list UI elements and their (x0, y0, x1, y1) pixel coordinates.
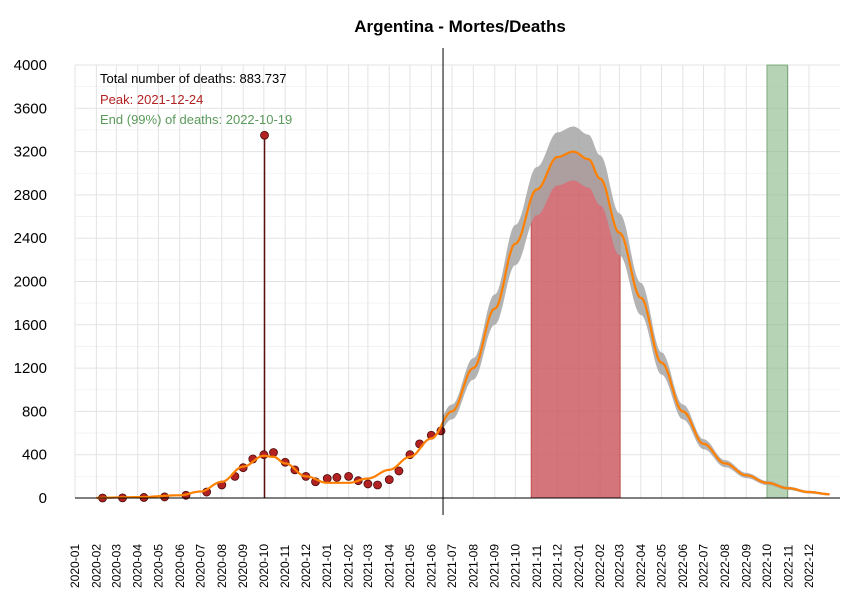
x-tick-label: 2022-04 (634, 544, 648, 588)
y-tick-label: 2000 (14, 274, 47, 291)
x-tick-label: 2020-11 (278, 545, 292, 588)
x-tick-label: 2022-11 (781, 545, 795, 588)
x-tick-label: 2021-06 (424, 544, 438, 588)
y-tick-label: 1600 (14, 317, 47, 334)
chart-title: Argentina - Mortes/Deaths (354, 17, 566, 36)
x-tick-label: 2020-04 (131, 544, 145, 588)
fitted-curve-line (96, 150, 830, 499)
annotation-end: End (99%) of deaths: 2022-10-19 (100, 112, 292, 127)
x-tick-label: 2020-03 (109, 544, 123, 588)
annotation-peak: Peak: 2021-12-24 (100, 92, 203, 107)
data-point (363, 479, 373, 489)
x-tick-label: 2021-07 (445, 544, 459, 588)
y-tick-labels: 0 400 800 1200 1600 2000 2400 2800 3200 3600 4000 (14, 57, 47, 507)
y-tick-label: 1200 (14, 360, 47, 377)
x-tick-label: 2020-06 (173, 544, 187, 588)
x-tick-label: 2021-04 (382, 544, 396, 588)
y-tick-label: 2800 (14, 187, 47, 204)
x-tick-labels: 2020-01 2020-02 2020-03 2020-04 2020-05 2020-… (68, 544, 816, 588)
x-tick-label: 2020-02 (89, 544, 103, 588)
x-tick-label: 2022-08 (718, 544, 732, 588)
x-tick-label: 2021-11 (530, 545, 544, 588)
data-point (373, 480, 382, 490)
bands (530, 64, 789, 499)
end-band (766, 64, 789, 499)
x-tick-label: 2021-05 (403, 544, 417, 588)
x-tick-label: 2022-12 (802, 544, 816, 588)
y-tick-label: 2400 (14, 230, 47, 247)
x-tick-label: 2021-03 (361, 544, 375, 588)
data-point (394, 466, 404, 476)
grid (74, 64, 840, 499)
x-tick-label: 2022-07 (697, 544, 711, 588)
y-tick-label: 3200 (14, 144, 47, 161)
y-tick-label: 400 (22, 447, 47, 464)
x-tick-label: 2021-09 (488, 544, 502, 588)
x-tick-label: 2021-08 (466, 544, 480, 588)
data-point (322, 474, 332, 483)
axes (75, 48, 840, 515)
x-tick-label: 2022-03 (612, 544, 626, 588)
x-tick-label: 2020-01 (68, 544, 82, 588)
data-point (269, 448, 278, 457)
x-tick-label: 2021-01 (320, 544, 334, 588)
x-tick-label: 2022-06 (676, 544, 690, 588)
annotation-total: Total number of deaths: 883.737 (100, 71, 286, 86)
x-tick-label: 2022-10 (760, 544, 774, 588)
observed-points (98, 130, 446, 503)
x-tick-label: 2020-07 (193, 544, 207, 588)
x-tick-label: 2021-02 (342, 544, 356, 588)
y-tick-label: 4000 (14, 57, 47, 74)
data-point (260, 130, 269, 140)
data-point (384, 475, 394, 484)
x-tick-label: 2022-01 (572, 544, 586, 588)
y-tick-label: 0 (39, 490, 47, 507)
x-tick-label: 2020-10 (257, 544, 271, 588)
x-tick-label: 2020-09 (236, 544, 250, 588)
x-tick-label: 2020-05 (151, 544, 165, 588)
data-point (344, 471, 354, 481)
x-tick-label: 2022-02 (593, 544, 607, 588)
x-tick-label: 2021-12 (550, 544, 564, 588)
x-tick-label: 2020-12 (299, 544, 313, 588)
x-tick-label: 2020-08 (215, 544, 229, 588)
x-tick-label: 2021-10 (508, 544, 522, 588)
y-tick-label: 3600 (14, 100, 47, 117)
data-point (332, 473, 342, 482)
fitted-curve (96, 150, 830, 499)
x-tick-label: 2022-09 (739, 544, 753, 588)
y-tick-label: 800 (22, 403, 47, 420)
x-tick-label: 2022-05 (655, 544, 669, 588)
